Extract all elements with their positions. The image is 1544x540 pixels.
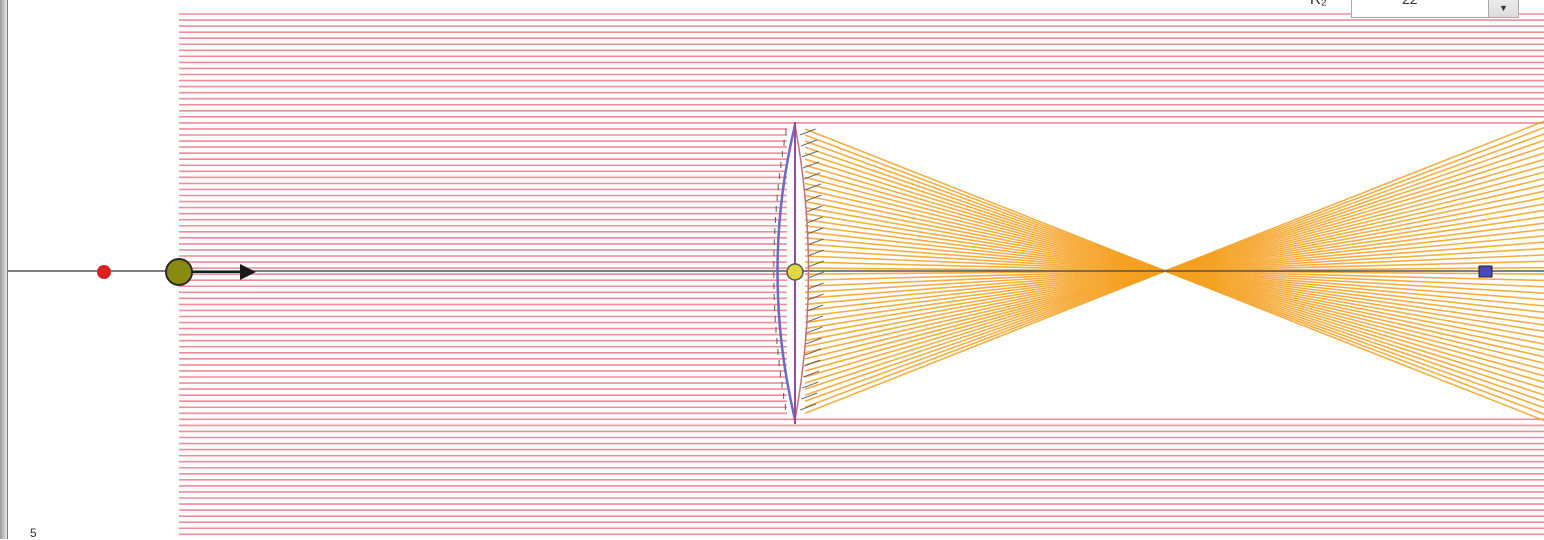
r2-select[interactable]: 22 ▼ bbox=[1351, 0, 1519, 18]
lens-hatch-mark bbox=[807, 260, 824, 268]
r2-value: 22 bbox=[1402, 0, 1418, 8]
beam-origin-handle[interactable] bbox=[165, 258, 193, 286]
lens-center-handle[interactable] bbox=[786, 263, 804, 281]
focus-marker[interactable] bbox=[1478, 265, 1493, 278]
lens-hatch-mark bbox=[807, 238, 824, 246]
lens-hatch-mark bbox=[805, 205, 823, 213]
arrow-right-icon[interactable] bbox=[192, 264, 256, 280]
lens-hatch-mark bbox=[804, 348, 822, 356]
lens-hatch-mark bbox=[802, 381, 819, 389]
lens-hatch-mark bbox=[803, 370, 820, 378]
lens-hatch-mark bbox=[806, 227, 824, 235]
lens-hatch-mark bbox=[801, 150, 819, 158]
lens-hatch-mark bbox=[799, 403, 817, 411]
lens-right-surface[interactable] bbox=[794, 124, 810, 421]
lens-hatch-mark bbox=[807, 282, 824, 290]
lens-hatch-marks bbox=[773, 128, 824, 411]
lens-hatch-mark bbox=[806, 216, 823, 224]
lens-hatch-mark bbox=[804, 183, 822, 191]
corner-label: 5 bbox=[30, 526, 37, 540]
lens-hatch-mark bbox=[805, 194, 822, 202]
lens-hatch-mark bbox=[806, 326, 823, 334]
lens-hatch-mark bbox=[802, 161, 820, 169]
lens-hatch-mark bbox=[807, 293, 824, 301]
window-left-border bbox=[0, 0, 8, 539]
lens-hatch-mark bbox=[799, 128, 816, 136]
source-point[interactable] bbox=[97, 265, 111, 279]
lens-hatch-mark bbox=[801, 392, 818, 400]
chevron-down-icon[interactable]: ▼ bbox=[1488, 0, 1518, 17]
lens-hatch-mark bbox=[803, 172, 821, 180]
refracted-ray bbox=[804, 120, 1544, 415]
r2-label: R₂ bbox=[1310, 0, 1327, 8]
lens-hatch-mark bbox=[807, 249, 824, 257]
lens-hatch-mark bbox=[805, 337, 822, 345]
lens-hatch-mark bbox=[807, 304, 824, 312]
lens-hatch-mark bbox=[804, 359, 821, 367]
lens-left-surface[interactable] bbox=[776, 124, 797, 421]
lens-hatch-mark bbox=[800, 139, 818, 147]
dropdown-arrow: ▼ bbox=[1499, 3, 1508, 13]
lens-hatch-mark bbox=[807, 271, 824, 279]
refracted-rays bbox=[804, 120, 1544, 422]
lens-hatch-mark bbox=[806, 315, 824, 323]
incident-rays bbox=[179, 13, 1544, 536]
